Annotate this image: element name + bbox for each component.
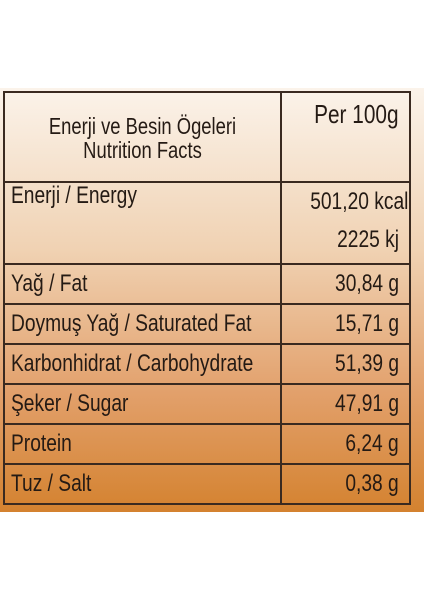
- row-value: 0,38 g: [280, 463, 411, 505]
- row-label: Doymuş Yağ / Saturated Fat: [3, 303, 282, 345]
- energy-value: 501,20 kcal 2225 kj: [280, 181, 411, 265]
- title-english: Nutrition Facts: [83, 137, 202, 163]
- energy-kcal: 501,20 kcal: [310, 188, 409, 215]
- energy-label: Enerji / Energy: [3, 181, 282, 265]
- per-100g-header: Per 100g: [280, 91, 411, 183]
- energy-kj: 2225 kj: [337, 226, 399, 253]
- saturated-fat-row: Doymuş Yağ / Saturated Fat 15,71 g: [3, 303, 411, 345]
- row-label: Protein: [3, 423, 282, 465]
- nutrition-facts-table: Enerji ve Besin Ögeleri Nutrition Facts …: [3, 91, 411, 505]
- energy-row: Enerji / Energy 501,20 kcal 2225 kj: [3, 181, 411, 265]
- table-header-row: Enerji ve Besin Ögeleri Nutrition Facts …: [3, 91, 411, 183]
- row-label: Tuz / Salt: [3, 463, 282, 505]
- salt-row: Tuz / Salt 0,38 g: [3, 463, 411, 505]
- title-turkish: Enerji ve Besin Ögeleri: [48, 113, 237, 139]
- row-label: Şeker / Sugar: [3, 383, 282, 425]
- row-value: 6,24 g: [280, 423, 411, 465]
- carbohydrate-row: Karbonhidrat / Carbohydrate 51,39 g: [3, 343, 411, 385]
- row-label: Yağ / Fat: [3, 263, 282, 305]
- row-label: Karbonhidrat / Carbohydrate: [3, 343, 282, 385]
- protein-row: Protein 6,24 g: [3, 423, 411, 465]
- row-value: 15,71 g: [280, 303, 411, 345]
- row-value: 51,39 g: [280, 343, 411, 385]
- sugar-row: Şeker / Sugar 47,91 g: [3, 383, 411, 425]
- row-value: 47,91 g: [280, 383, 411, 425]
- fat-row: Yağ / Fat 30,84 g: [3, 263, 411, 305]
- row-value: 30,84 g: [280, 263, 411, 305]
- table-title: Enerji ve Besin Ögeleri Nutrition Facts: [3, 91, 282, 183]
